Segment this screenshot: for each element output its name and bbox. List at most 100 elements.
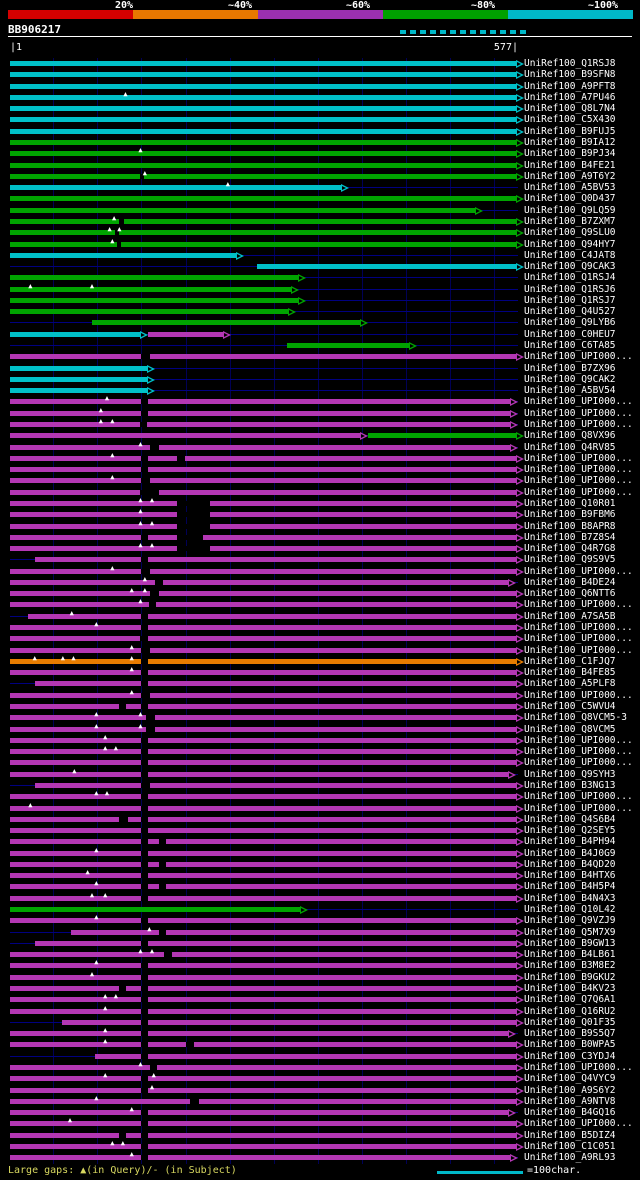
hit-bar[interactable] (10, 61, 516, 66)
hit-label[interactable]: UniRef100_B9FUJ5 (524, 125, 616, 137)
hit-label[interactable]: UniRef100_UPI000... (524, 407, 633, 419)
hit-label[interactable]: UniRef100_UPI000... (524, 757, 633, 769)
hit-bar[interactable] (10, 760, 516, 766)
hit-bar[interactable] (10, 94, 516, 100)
hit-bar[interactable] (147, 331, 224, 337)
hit-bar[interactable] (10, 805, 516, 811)
hit-bar[interactable] (10, 737, 516, 743)
hit-bar[interactable] (70, 929, 516, 935)
hit-bar[interactable] (10, 591, 516, 597)
hit-bar[interactable] (10, 997, 516, 1003)
hit-label[interactable]: UniRef100_UPI000... (524, 689, 633, 701)
hit-label[interactable]: UniRef100_A5PLF8 (524, 678, 616, 690)
hit-label[interactable]: UniRef100_Q9LQ59 (524, 204, 616, 216)
hit-label[interactable]: UniRef100_B7ZXM7 (524, 215, 616, 227)
hit-bar[interactable] (10, 1076, 516, 1082)
hit-bar[interactable] (10, 140, 516, 145)
hit-bar[interactable] (10, 467, 516, 473)
hit-label[interactable]: UniRef100_Q4U527 (524, 306, 616, 318)
hit-bar[interactable] (10, 388, 148, 394)
hit-bar[interactable] (10, 579, 509, 585)
hit-bar[interactable] (10, 230, 516, 236)
hit-label[interactable]: UniRef100_Q8VX96 (524, 430, 616, 442)
hit-label[interactable]: UniRef100_B9IA12 (524, 137, 616, 148)
hit-bar[interactable] (10, 218, 516, 224)
hit-bar[interactable] (10, 534, 516, 540)
hit-bar[interactable] (10, 196, 516, 202)
hit-bar[interactable] (27, 613, 516, 619)
hit-label[interactable]: UniRef100_Q4R7G8 (524, 543, 616, 554)
hit-label[interactable]: UniRef100_B0WPA5 (524, 1039, 616, 1051)
hit-bar[interactable] (10, 1042, 516, 1048)
hit-label[interactable]: UniRef100_C3YDJ4 (524, 1050, 616, 1062)
hit-bar[interactable] (62, 1019, 516, 1025)
hit-label[interactable]: UniRef100_Q8VCM5 (524, 723, 616, 735)
hit-label[interactable]: UniRef100_Q1RSJ6 (524, 283, 616, 295)
hit-bar[interactable] (10, 895, 516, 901)
hit-bar[interactable] (10, 275, 299, 281)
hit-bar[interactable] (10, 512, 516, 518)
hit-bar[interactable] (10, 241, 516, 247)
hit-bar[interactable] (10, 1087, 516, 1093)
hit-bar[interactable] (10, 365, 148, 371)
hit-bar[interactable] (10, 376, 148, 382)
hit-bar[interactable] (10, 117, 516, 123)
hit-label[interactable]: UniRef100_A9NTV8 (524, 1095, 616, 1107)
hit-bar[interactable] (10, 861, 516, 867)
hit-label[interactable]: UniRef100_B3NG13 (524, 779, 616, 791)
hit-bar[interactable] (10, 354, 516, 360)
hit-bar[interactable] (10, 1064, 516, 1070)
hit-label[interactable]: UniRef100_A9S6Y2 (524, 1084, 616, 1096)
hit-bar[interactable] (10, 884, 516, 890)
hit-bar[interactable] (10, 986, 516, 991)
hit-bar[interactable] (10, 625, 516, 630)
hit-label[interactable]: UniRef100_Q0D437 (524, 193, 616, 205)
hit-bar[interactable] (10, 1110, 509, 1115)
hit-bar[interactable] (10, 647, 516, 653)
hit-bar[interactable] (10, 602, 516, 608)
hit-bar[interactable] (10, 185, 341, 191)
hit-label[interactable]: UniRef100_C5WVU4 (524, 701, 616, 712)
hit-label[interactable]: UniRef100_C0HEU7 (524, 328, 616, 340)
hit-bar[interactable] (10, 83, 516, 89)
hit-label[interactable]: UniRef100_B7Z8S4 (524, 531, 616, 543)
hit-label[interactable]: UniRef100_B4GQ16 (524, 1107, 616, 1118)
hit-label[interactable]: UniRef100_Q7Q6A1 (524, 994, 616, 1006)
hit-label[interactable]: UniRef100_Q9CAK2 (524, 373, 616, 385)
hit-bar[interactable] (10, 252, 236, 258)
hit-bar[interactable] (10, 546, 516, 551)
hit-bar[interactable] (10, 907, 300, 912)
hit-bar[interactable] (10, 771, 509, 777)
hit-bar[interactable] (10, 918, 516, 924)
hit-bar[interactable] (94, 1053, 516, 1059)
hit-label[interactable]: UniRef100_UPI000... (524, 464, 633, 476)
hit-label[interactable]: UniRef100_B4N4X3 (524, 892, 616, 904)
hit-label[interactable]: UniRef100_UPI000... (524, 351, 633, 363)
hit-label[interactable]: UniRef100_UPI000... (524, 622, 633, 633)
hit-bar[interactable] (10, 952, 516, 958)
hit-bar[interactable] (368, 433, 516, 439)
hit-label[interactable]: UniRef100_Q1RSJ7 (524, 294, 616, 306)
hit-label[interactable]: UniRef100_C5X430 (524, 114, 616, 126)
hit-label[interactable]: UniRef100_B9S5Q7 (524, 1028, 616, 1040)
hit-label[interactable]: UniRef100_UPI000... (524, 734, 633, 746)
hit-bar[interactable] (10, 455, 516, 461)
hit-bar[interactable] (10, 726, 516, 732)
hit-label[interactable]: UniRef100_C1FJQ7 (524, 655, 616, 667)
hit-label[interactable]: UniRef100_UPI000... (524, 1061, 633, 1073)
hit-label[interactable]: UniRef100_C1C051 (524, 1140, 616, 1152)
hit-label[interactable]: UniRef100_Q4S6B4 (524, 813, 616, 825)
hit-bar[interactable] (34, 681, 516, 687)
hit-label[interactable]: UniRef100_B4PH94 (524, 836, 616, 848)
hit-bar[interactable] (10, 309, 288, 315)
hit-bar[interactable] (10, 523, 516, 529)
hit-label[interactable]: UniRef100_B4HTX6 (524, 870, 616, 882)
hit-label[interactable]: UniRef100_Q94HY7 (524, 238, 616, 250)
hit-label[interactable]: UniRef100_Q9VZJ9 (524, 915, 616, 927)
hit-label[interactable]: UniRef100_B4J0G9 (524, 847, 616, 859)
hit-label[interactable]: UniRef100_UPI000... (524, 746, 633, 758)
hit-bar[interactable] (10, 128, 516, 134)
hit-label[interactable]: UniRef100_Q5M7X9 (524, 926, 616, 938)
hit-bar[interactable] (10, 151, 516, 157)
hit-bar[interactable] (10, 658, 516, 664)
